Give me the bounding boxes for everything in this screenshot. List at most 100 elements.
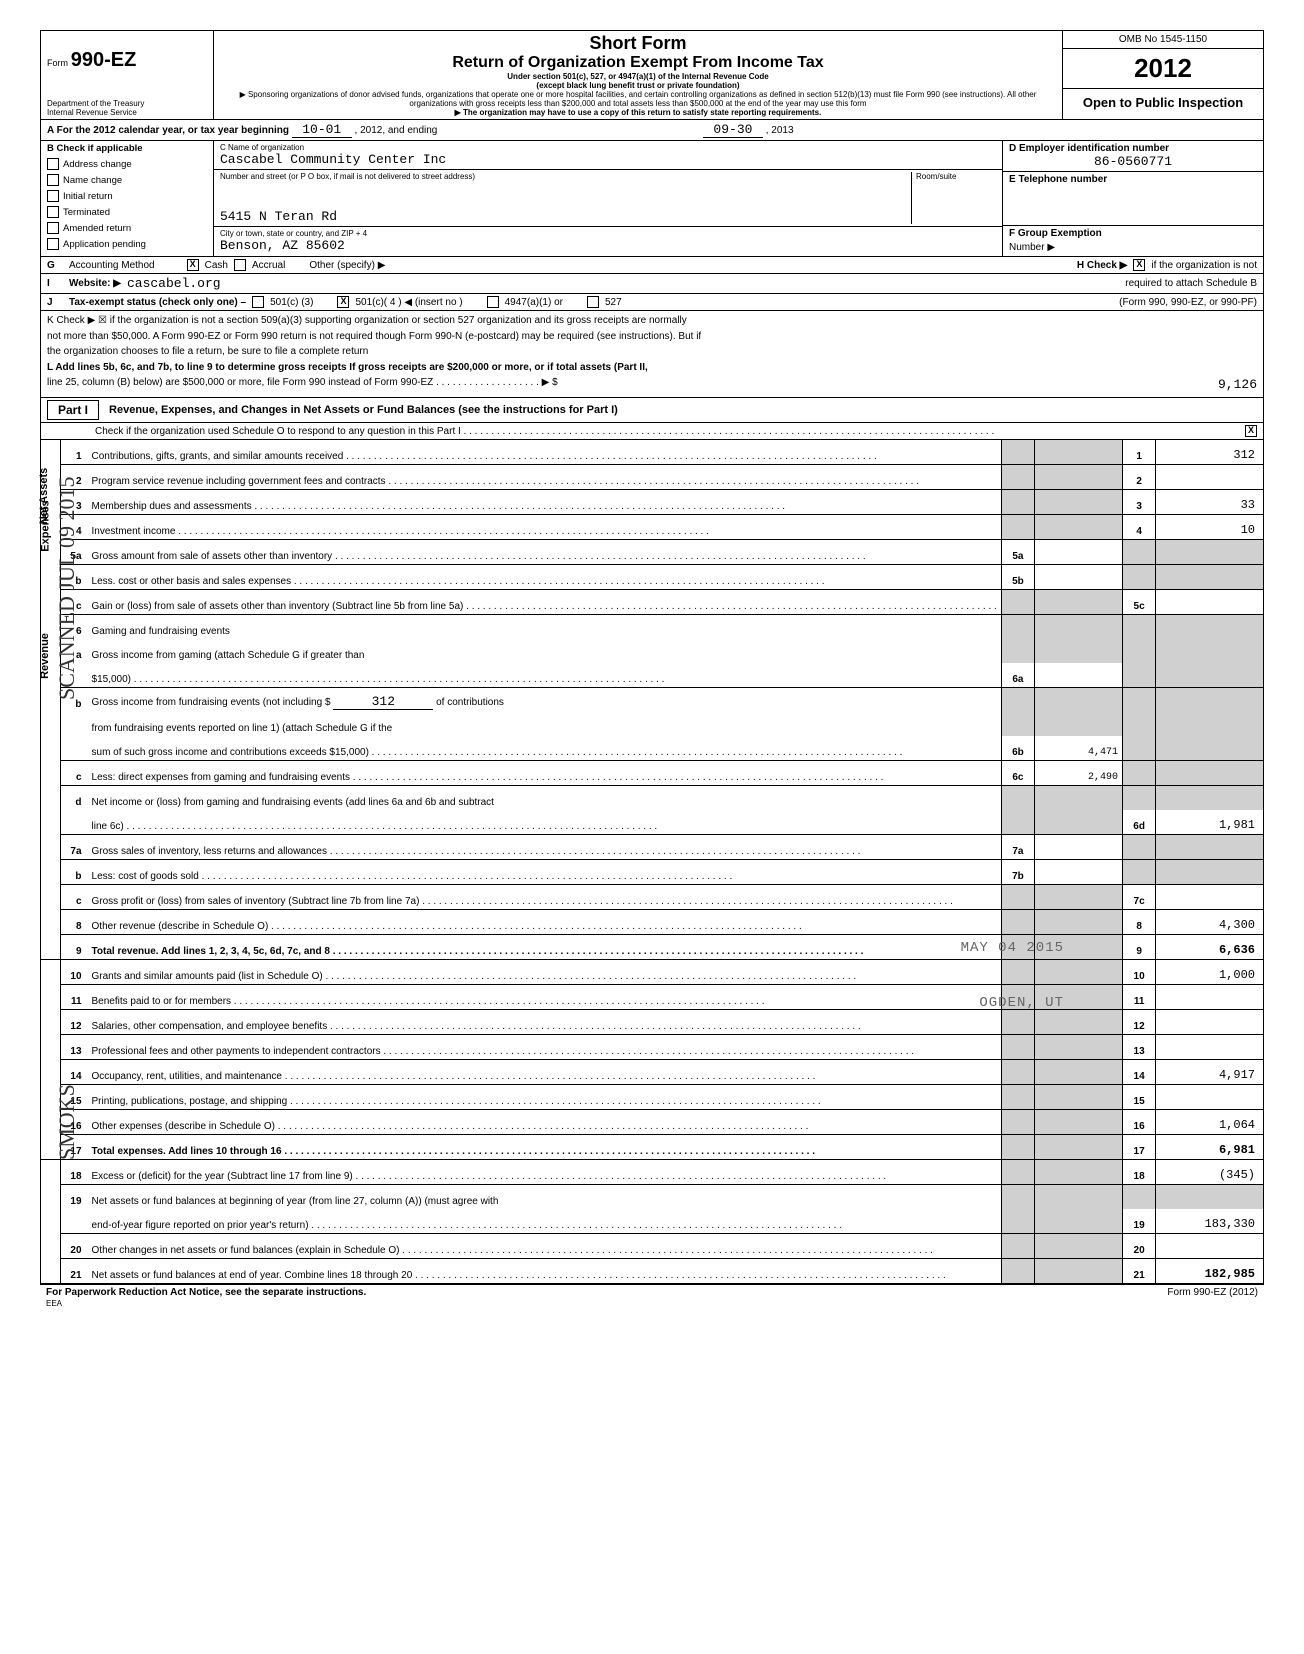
part1-header: Part I Revenue, Expenses, and Changes in… (40, 398, 1264, 423)
l4-desc: Investment income (88, 515, 1002, 540)
l7c-desc: Gross profit or (loss) from sales of inv… (88, 885, 1002, 910)
schedo-label: Check if the organization used Schedule … (95, 426, 1239, 437)
l21-val: 182,985 (1156, 1259, 1264, 1284)
omb-number: OMB No 1545-1150 (1063, 31, 1263, 49)
side-net-assets: Net Assets (41, 1160, 61, 1284)
lbl-4947a1: 4947(a)(1) or (505, 297, 563, 308)
c-city-label: City or town, state or country, and ZIP … (220, 229, 996, 238)
l6d-val: 1,981 (1156, 810, 1264, 835)
form-label: Form (47, 58, 68, 68)
f-label2: Number ▶ (1009, 242, 1055, 253)
l5c-val (1156, 590, 1264, 615)
org-name: Cascabel Community Center Inc (220, 152, 996, 167)
header-grid: B Check if applicable Address change Nam… (40, 140, 1264, 256)
l5c-desc: Gain or (loss) from sale of assets other… (88, 590, 1002, 615)
side-stamp-smoks: SMOKS (54, 1084, 80, 1160)
chk-name-change[interactable] (47, 174, 59, 186)
j-label: Tax-exempt status (check only one) – (69, 297, 246, 308)
row-a-tax-year: A For the 2012 calendar year, or tax yea… (40, 119, 1264, 140)
i-label: Website: ▶ (69, 278, 121, 289)
subtitle-2: (except black lung benefit trust or priv… (220, 81, 1056, 90)
l5a-desc: Gross amount from sale of assets other t… (88, 540, 1002, 565)
l7b-mid (1035, 860, 1123, 885)
l11-val (1156, 985, 1264, 1010)
chk-h[interactable]: X (1133, 259, 1145, 271)
l-line1: L Add lines 5b, 6c, and 7b, to line 9 to… (47, 360, 1257, 376)
row-a-mid: , 2012, and ending (355, 125, 438, 136)
lbl-amended-return: Amended return (63, 223, 131, 234)
chk-4947a1[interactable] (487, 296, 499, 308)
l6b-pre: Gross income from fundraising events (no… (88, 688, 1002, 713)
k-line2: not more than $50,000. A Form 990-EZ or … (47, 329, 1257, 345)
l21-desc: Net assets or fund balances at end of ye… (88, 1259, 1002, 1284)
lbl-terminated: Terminated (63, 207, 110, 218)
form-title-box: Short Form Return of Organization Exempt… (214, 31, 1062, 119)
l19-desc2: end-of-year figure reported on prior yea… (88, 1209, 1002, 1234)
l19-desc: Net assets or fund balances at beginning… (88, 1185, 1002, 1210)
l8-desc: Other revenue (describe in Schedule O) (88, 910, 1002, 935)
lbl-527: 527 (605, 297, 622, 308)
chk-501c3[interactable] (252, 296, 264, 308)
part1-table: Revenue 1Contributions, gifts, grants, a… (40, 440, 1264, 1284)
footer-eea: EEA (46, 1299, 62, 1308)
l19-val: 183,330 (1156, 1209, 1264, 1234)
l12-val (1156, 1010, 1264, 1035)
k-line1: K Check ▶ ☒ if the organization is not a… (47, 313, 1257, 329)
tax-year-end: 09-30 (703, 122, 763, 138)
chk-address-change[interactable] (47, 158, 59, 170)
l18-desc: Excess or (deficit) for the year (Subtra… (88, 1160, 1002, 1185)
lbl-501c3: 501(c) (3) (270, 297, 313, 308)
c-name-label: C Name of organization (220, 143, 996, 152)
part1-table-wrap: SCANNED JUL 09 2015 SMOKS MAY 04 2015 OG… (40, 440, 1264, 1284)
l9-val: 6,636 (1156, 935, 1264, 960)
lbl-name-change: Name change (63, 175, 122, 186)
l3-val: 33 (1156, 490, 1264, 515)
l11-desc: Benefits paid to or for members (88, 985, 1002, 1010)
block-kl: K Check ▶ ☒ if the organization is not a… (40, 310, 1264, 398)
l7a-mid (1035, 835, 1123, 860)
tax-year: 2012 (1063, 49, 1263, 89)
l17-val: 6,981 (1156, 1135, 1264, 1160)
dept-label: Department of the Treasury Internal Reve… (47, 99, 144, 117)
d-label: D Employer identification number (1009, 143, 1257, 154)
e-label: E Telephone number (1009, 174, 1257, 185)
chk-501c4[interactable]: X (337, 296, 349, 308)
chk-527[interactable] (587, 296, 599, 308)
chk-application-pending[interactable] (47, 238, 59, 250)
l14-desc: Occupancy, rent, utilities, and maintena… (88, 1060, 1002, 1085)
section-b-checkboxes: B Check if applicable Address change Nam… (41, 141, 214, 256)
l6b-desc2: sum of such gross income and contributio… (88, 736, 1002, 761)
chk-accrual[interactable] (234, 259, 246, 271)
l7b-desc: Less: cost of goods sold (88, 860, 1002, 885)
section-def: D Employer identification number 86-0560… (1002, 141, 1263, 256)
f-label: F Group Exemption (1009, 228, 1102, 239)
chk-initial-return[interactable] (47, 190, 59, 202)
l13-val (1156, 1035, 1264, 1060)
l20-val (1156, 1234, 1264, 1259)
part1-tag: Part I (47, 400, 99, 420)
l12-desc: Salaries, other compensation, and employ… (88, 1010, 1002, 1035)
l6a-mid (1035, 663, 1123, 688)
l1-val: 312 (1156, 440, 1264, 465)
h-text: if the organization is not (1151, 260, 1257, 271)
i-letter: I (47, 278, 63, 289)
g-letter: G (47, 260, 63, 271)
l16-val: 1,064 (1156, 1110, 1264, 1135)
l2-desc: Program service revenue including govern… (88, 465, 1002, 490)
chk-cash[interactable]: X (187, 259, 199, 271)
page-root: Form 990-EZ Department of the Treasury I… (0, 0, 1304, 1341)
l15-desc: Printing, publications, postage, and shi… (88, 1085, 1002, 1110)
lbl-501c4: 501(c)( 4 ) ◀ (insert no ) (355, 297, 462, 308)
chk-schedo[interactable]: X (1245, 425, 1257, 437)
chk-amended-return[interactable] (47, 222, 59, 234)
row-a-endyear: , 2013 (766, 125, 794, 136)
l3-desc: Membership dues and assessments (88, 490, 1002, 515)
page-footer: For Paperwork Reduction Act Notice, see … (40, 1284, 1264, 1311)
org-address: 5415 N Teran Rd (220, 209, 911, 224)
lbl-application-pending: Application pending (63, 239, 146, 250)
l5b-desc: Less. cost or other basis and sales expe… (88, 565, 1002, 590)
title-main: Return of Organization Exempt From Incom… (220, 54, 1056, 72)
l13-desc: Professional fees and other payments to … (88, 1035, 1002, 1060)
l6a-desc: Gross income from gaming (attach Schedul… (88, 639, 1002, 663)
chk-terminated[interactable] (47, 206, 59, 218)
